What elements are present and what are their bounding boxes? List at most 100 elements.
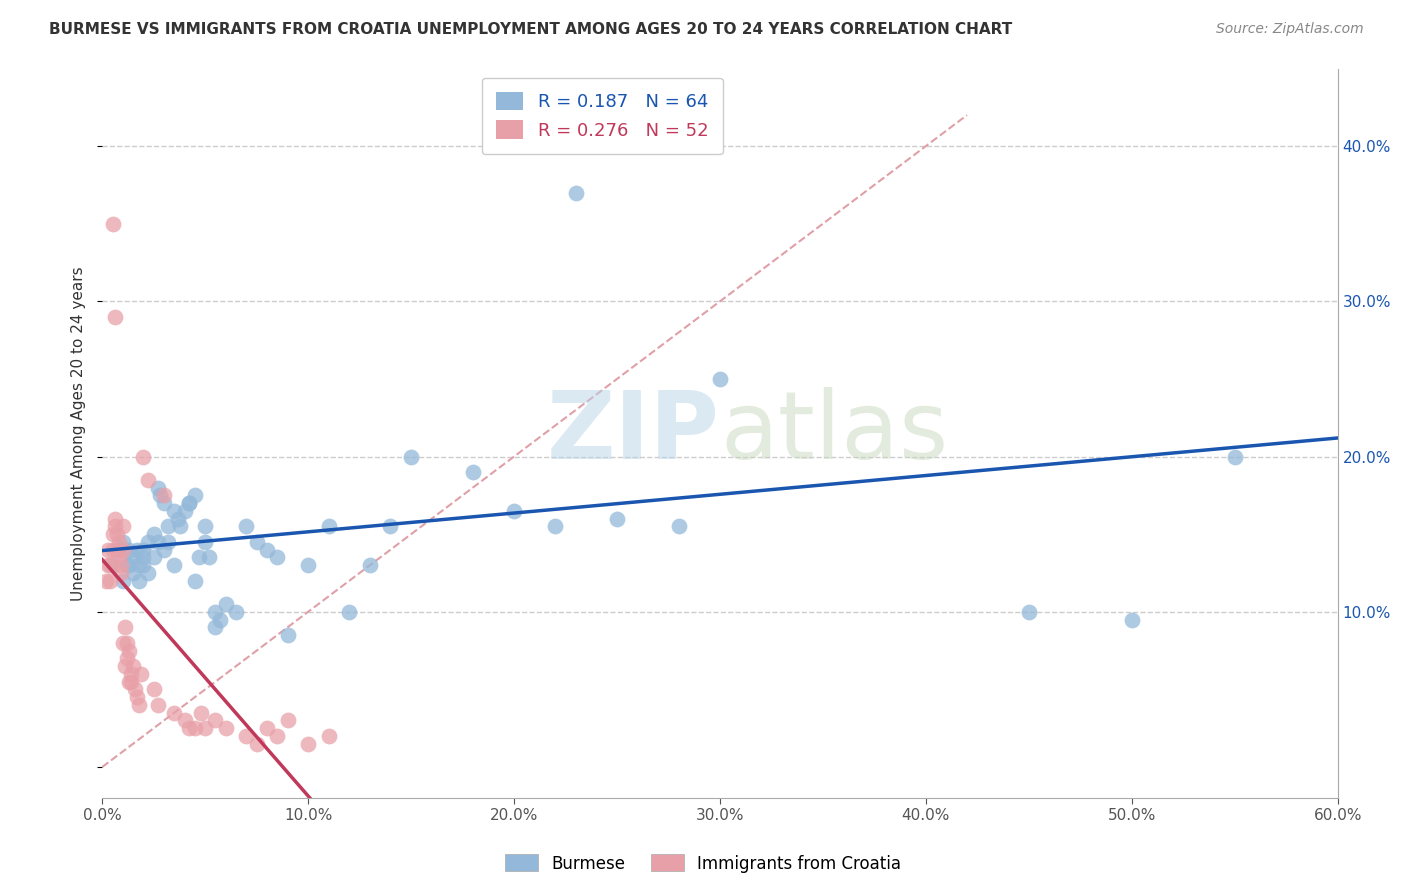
Text: Source: ZipAtlas.com: Source: ZipAtlas.com: [1216, 22, 1364, 37]
Point: [163, 504, 186, 518]
Point: [297, 558, 319, 573]
Point: [127, 542, 149, 557]
Point: [115, 636, 138, 650]
Point: [565, 186, 588, 200]
Point: [177, 496, 200, 510]
Point: [96, 574, 118, 588]
Point: [297, 737, 319, 751]
Point: [146, 535, 169, 549]
Point: [127, 690, 149, 705]
Point: [256, 721, 278, 735]
Point: [266, 729, 288, 743]
Point: [246, 535, 269, 549]
Point: [503, 504, 526, 518]
Point: [114, 659, 136, 673]
Point: [163, 558, 186, 573]
Point: [120, 666, 142, 681]
Legend: Burmese, Immigrants from Croatia: Burmese, Immigrants from Croatia: [498, 847, 908, 880]
Point: [184, 574, 207, 588]
Point: [115, 651, 138, 665]
Point: [157, 535, 180, 549]
Point: [122, 566, 145, 580]
Point: [132, 558, 155, 573]
Point: [198, 550, 221, 565]
Point: [1223, 450, 1246, 464]
Point: [118, 674, 141, 689]
Point: [1121, 613, 1143, 627]
Point: [225, 605, 247, 619]
Point: [136, 473, 159, 487]
Point: [163, 706, 186, 720]
Text: BURMESE VS IMMIGRANTS FROM CROATIA UNEMPLOYMENT AMONG AGES 20 TO 24 YEARS CORREL: BURMESE VS IMMIGRANTS FROM CROATIA UNEMP…: [49, 22, 1012, 37]
Point: [97, 558, 120, 573]
Point: [380, 519, 402, 533]
Point: [114, 620, 136, 634]
Point: [101, 558, 124, 573]
Point: [188, 550, 211, 565]
Point: [167, 511, 190, 525]
Point: [544, 108, 567, 122]
Point: [173, 714, 195, 728]
Point: [461, 465, 484, 479]
Point: [128, 574, 150, 588]
Point: [100, 574, 122, 588]
Point: [359, 558, 381, 573]
Point: [136, 566, 159, 580]
Point: [132, 450, 155, 464]
Point: [124, 682, 146, 697]
Point: [120, 674, 142, 689]
Point: [169, 519, 191, 533]
Point: [235, 519, 257, 533]
Point: [107, 550, 129, 565]
Point: [105, 527, 128, 541]
Point: [204, 620, 226, 634]
Point: [111, 636, 134, 650]
Point: [204, 714, 226, 728]
Point: [276, 714, 298, 728]
Point: [128, 558, 150, 573]
Point: [190, 706, 212, 720]
Point: [544, 519, 567, 533]
Point: [153, 496, 176, 510]
Point: [103, 519, 125, 533]
Point: [177, 496, 200, 510]
Point: [177, 721, 200, 735]
Point: [184, 488, 207, 502]
Point: [103, 310, 125, 324]
Point: [111, 574, 134, 588]
Point: [136, 535, 159, 549]
Point: [132, 550, 155, 565]
Point: [122, 550, 145, 565]
Point: [153, 542, 176, 557]
Point: [128, 698, 150, 712]
Point: [97, 542, 120, 557]
Point: [709, 372, 731, 386]
Point: [208, 613, 231, 627]
Text: ZIP: ZIP: [547, 387, 720, 479]
Point: [173, 504, 195, 518]
Text: atlas: atlas: [720, 387, 948, 479]
Point: [146, 481, 169, 495]
Point: [204, 605, 226, 619]
Point: [606, 511, 628, 525]
Point: [131, 666, 153, 681]
Point: [111, 542, 134, 557]
Point: [110, 566, 132, 580]
Point: [235, 729, 257, 743]
Point: [1018, 605, 1040, 619]
Legend: R = 0.187   N = 64, R = 0.276   N = 52: R = 0.187 N = 64, R = 0.276 N = 52: [482, 78, 723, 154]
Point: [318, 519, 340, 533]
Point: [103, 511, 125, 525]
Point: [266, 550, 288, 565]
Point: [157, 519, 180, 533]
Point: [246, 737, 269, 751]
Point: [194, 721, 217, 735]
Point: [184, 721, 207, 735]
Point: [215, 721, 238, 735]
Point: [118, 643, 141, 657]
Point: [107, 542, 129, 557]
Point: [111, 535, 134, 549]
Point: [399, 450, 422, 464]
Point: [215, 597, 238, 611]
Point: [115, 558, 138, 573]
